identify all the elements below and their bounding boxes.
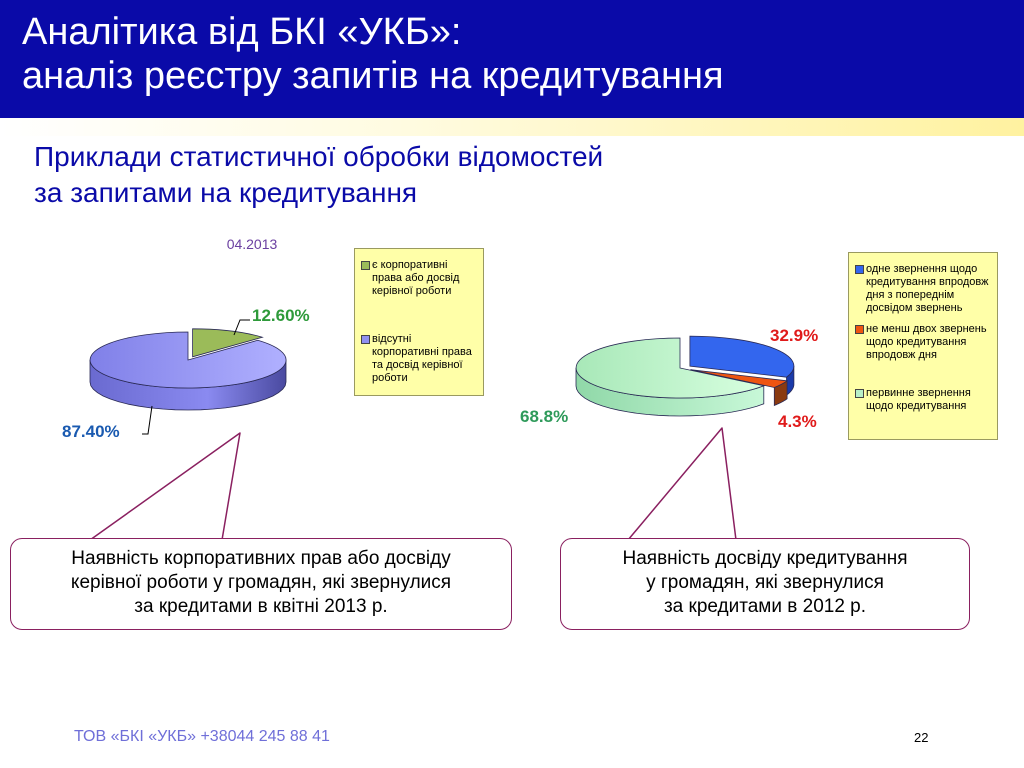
pie-slice-top: [575, 337, 766, 399]
pie-slice-top: [690, 369, 789, 388]
legend-text: дня з попереднім: [866, 289, 955, 301]
slice-label-12-60: 12.60%: [252, 306, 310, 325]
legend-text: щодо кредитування: [866, 336, 967, 348]
callout-credit-experience: Наявність досвіду кредитування у громадя…: [560, 538, 970, 630]
legend-text: корпоративні права: [372, 346, 472, 358]
legend-text: одне звернення щодо: [866, 263, 978, 275]
subtitle-line-2: за запитами на кредитування: [34, 177, 418, 208]
callout-text-line: керівної роботи у громадян, які звернули…: [70, 572, 452, 593]
page-title-line-1: Аналітика від БКІ «УКБ»:: [22, 11, 462, 53]
chart2-legend: одне звернення щодо кредитування впродов…: [848, 252, 998, 440]
legend-text: та досвід керівної: [372, 359, 463, 371]
legend-swatch-blue: [361, 335, 370, 344]
page-title-line-2: аналіз реєстру запитів на кредитування: [22, 55, 724, 97]
pie-chart-corporate-rights: [89, 328, 287, 411]
chart1-legend: є корпоративні права або досвід керівної…: [354, 248, 484, 396]
legend-swatch-orange: [855, 325, 864, 334]
footer-contact: ТОВ «БКІ «УКБ» +38044 245 88 41: [74, 728, 330, 745]
legend-text: впродовж дня: [866, 349, 937, 361]
callout-pointer-right: [627, 427, 737, 541]
pie-chart-credit-experience: [575, 335, 795, 417]
callout-text-line: за кредитами в квітні 2013 р.: [134, 596, 388, 617]
legend-item-no-rights: відсутні корпоративні права та досвід ке…: [361, 333, 479, 385]
slice-label-68-8: 68.8%: [520, 407, 568, 426]
legend-item-has-rights: є корпоративні права або досвід керівної…: [361, 259, 479, 298]
legend-text: первинне звернення: [866, 387, 971, 399]
callout-text-line: Наявність досвіду кредитування: [622, 548, 908, 569]
legend-item-primary-request: первинне звернення щодо кредитування: [855, 387, 993, 413]
slice-label-87-40: 87.40%: [62, 422, 120, 441]
slice-label-32-9: 32.9%: [770, 326, 818, 345]
page-number: 22: [914, 730, 929, 745]
legend-text: не менш двох звернень: [866, 323, 987, 335]
legend-item-two-requests: не менш двох звернень щодо кредитування …: [855, 323, 993, 362]
legend-swatch-blue: [855, 265, 864, 274]
subtitle-line-1: Приклади статистичної обробки відомостей: [34, 141, 604, 172]
title-banner: Аналітика від БКІ «УКБ»: аналіз реєстру …: [0, 0, 1024, 118]
legend-swatch-mint: [855, 389, 864, 398]
callout-text-line: Наявність корпоративних прав або досвіду: [71, 548, 451, 569]
pie-slice-top: [192, 328, 264, 358]
legend-text: є корпоративні: [372, 259, 448, 271]
chart1-title: 04.2013: [227, 236, 278, 252]
callout-corporate-rights: Наявність корпоративних прав або досвіду…: [10, 538, 512, 630]
callout-pointer-left: [89, 432, 241, 541]
legend-swatch-green: [361, 261, 370, 270]
legend-text: кредитування впродовж: [866, 276, 989, 288]
callout-text-line: за кредитами в 2012 р.: [663, 596, 867, 617]
legend-item-one-request: одне звернення щодо кредитування впродов…: [855, 263, 993, 315]
legend-text: досвідом звернень: [866, 302, 963, 314]
pie-slice-top: [689, 335, 795, 378]
legend-text: відсутні: [372, 333, 412, 345]
legend-text: щодо кредитування: [866, 400, 967, 412]
callout-text-line: у громадян, які звернулися: [646, 572, 884, 593]
legend-text: права або досвід: [372, 272, 460, 284]
legend-text: керівної роботи: [372, 285, 452, 297]
pie-slice-top: [89, 331, 287, 389]
leader-line-12-60: [233, 319, 250, 336]
leader-line-87-40: [142, 405, 153, 435]
slice-label-4-3: 4.3%: [778, 412, 817, 431]
legend-text: роботи: [372, 372, 408, 384]
decorative-stripe: [0, 118, 1024, 136]
